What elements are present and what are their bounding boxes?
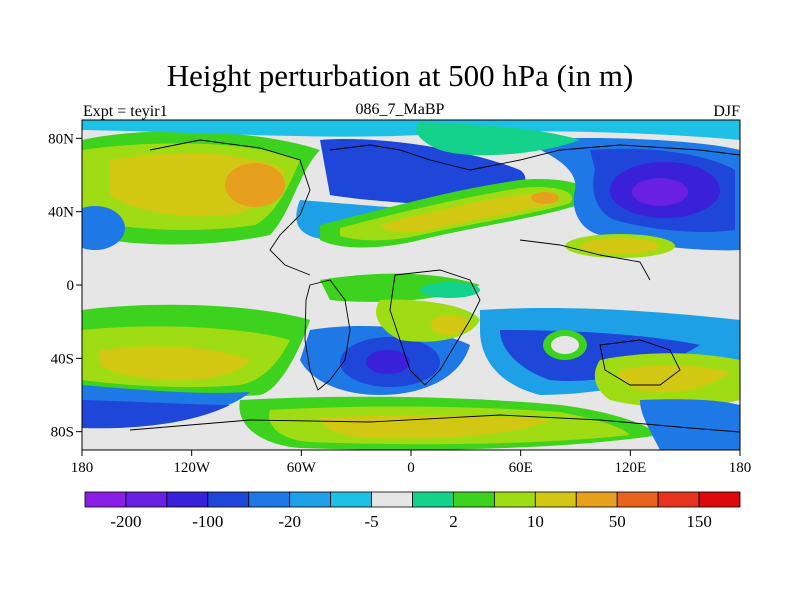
run-label: 086_7_MaBP — [355, 101, 445, 118]
contour-band — [632, 178, 688, 206]
map-axes: 180 120W 60W 0 60E 120E 180 80N 40N 0 40S 80S — [48, 131, 751, 476]
colorbar-swatch — [84, 491, 127, 508]
y-tick-label: 80N — [48, 131, 74, 147]
colorbar-label: -200 — [110, 512, 141, 531]
colorbar-swatch — [289, 491, 332, 508]
coastlines — [129, 139, 740, 433]
contour-band — [320, 415, 550, 439]
contour-band — [551, 336, 579, 354]
colorbar-swatch — [330, 491, 372, 508]
contour-band — [531, 192, 559, 204]
colorbar-swatch — [657, 491, 700, 508]
contour-band — [82, 206, 125, 250]
x-tick-label: 180 — [71, 460, 94, 476]
colorbar-swatch — [371, 491, 413, 508]
colorbar-label: 50 — [609, 512, 626, 531]
contour-band — [100, 346, 250, 381]
plot-title: Height perturbation at 500 hPa (in m) — [166, 58, 634, 93]
colorbar-swatch — [412, 491, 454, 508]
contour-band — [416, 122, 580, 156]
y-tick-label: 40N — [48, 205, 74, 221]
x-tick-label: 120W — [173, 460, 211, 476]
colorbar-label: -100 — [192, 512, 223, 531]
contour-band — [640, 399, 740, 450]
colorbar-swatch — [616, 491, 659, 508]
x-tick-label: 60E — [509, 460, 533, 476]
colorbar-swatch — [698, 491, 741, 508]
colorbar-label: -20 — [278, 512, 301, 531]
contour-band — [82, 120, 740, 140]
y-tick-label: 0 — [67, 278, 75, 294]
contour-band — [430, 315, 470, 335]
colorbar-swatch — [493, 491, 536, 508]
contour-band — [580, 238, 660, 254]
x-tick-label: 180 — [729, 460, 752, 476]
colorbar-swatch — [207, 491, 250, 508]
y-tick-label: 40S — [51, 351, 74, 367]
contour-band — [420, 282, 480, 298]
colorbar-swatch — [125, 491, 168, 508]
contour-field — [82, 120, 740, 450]
colorbar-swatch — [575, 491, 618, 508]
colorbar-swatch — [534, 491, 577, 508]
experiment-label: Expt = teyir1 — [83, 103, 168, 120]
colorbar-label: 2 — [449, 512, 458, 531]
x-tick-label: 120E — [614, 460, 646, 476]
colorbar-label: 10 — [527, 512, 544, 531]
y-tick-label: 80S — [51, 425, 74, 441]
contour-band — [82, 400, 230, 429]
contour-band — [366, 350, 410, 374]
colorbar-swatch — [248, 491, 291, 508]
colorbar-label: 150 — [686, 512, 712, 531]
colorbar: -200 -100 -20 -5 2 10 50 150 — [84, 491, 741, 531]
x-tick-label: 60W — [287, 460, 317, 476]
colorbar-label: -5 — [364, 512, 378, 531]
contour-band — [225, 163, 285, 207]
colorbar-swatch — [453, 491, 495, 508]
season-label: DJF — [713, 103, 740, 120]
colorbar-swatch — [166, 491, 209, 508]
contour-band — [380, 194, 554, 233]
x-tick-label: 0 — [407, 460, 415, 476]
